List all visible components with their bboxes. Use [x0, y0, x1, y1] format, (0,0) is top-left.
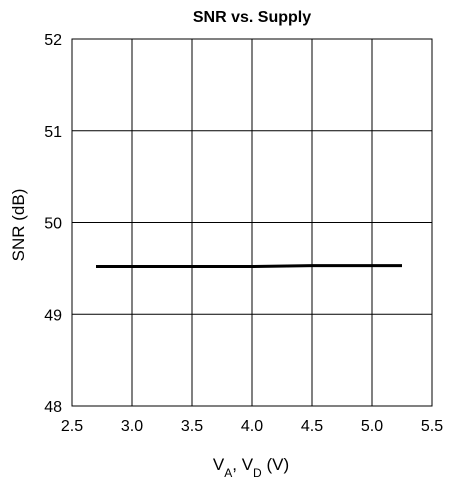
y-tick-label: 50	[44, 216, 62, 233]
y-tick-label: 49	[44, 307, 62, 324]
x-axis-label-sub-d: D	[253, 466, 262, 478]
x-tick-label: 3.0	[121, 418, 143, 435]
x-tick-labels: 2.5 3.0 3.5 4.0 4.5 5.0 5.5	[61, 418, 443, 435]
snr-series-line	[96, 264, 402, 269]
y-axis-label: SNR (dB)	[9, 189, 28, 262]
y-tick-label: 48	[44, 399, 62, 416]
x-axis-label-sep: , V	[232, 455, 253, 474]
x-tick-label: 3.5	[181, 418, 203, 435]
x-tick-label: 4.5	[301, 418, 323, 435]
plot-frame	[71, 38, 433, 407]
x-tick-label: 2.5	[61, 418, 83, 435]
chart-title: SNR vs. Supply	[193, 9, 311, 26]
x-tick-label: 5.5	[421, 418, 443, 435]
grid-lines	[72, 39, 432, 406]
x-axis-label-va: V	[213, 455, 225, 474]
y-tick-labels: 48 49 50 51 52	[44, 32, 62, 416]
x-axis-label: VA, VD (V)	[213, 455, 289, 478]
series-layer	[96, 264, 402, 269]
y-tick-label: 52	[44, 32, 62, 49]
y-tick-label: 51	[44, 124, 62, 141]
x-tick-label: 5.0	[361, 418, 383, 435]
x-tick-label: 4.0	[241, 418, 263, 435]
x-axis-label-sub-a: A	[224, 466, 232, 478]
x-axis-label-unit: (V)	[262, 455, 289, 474]
